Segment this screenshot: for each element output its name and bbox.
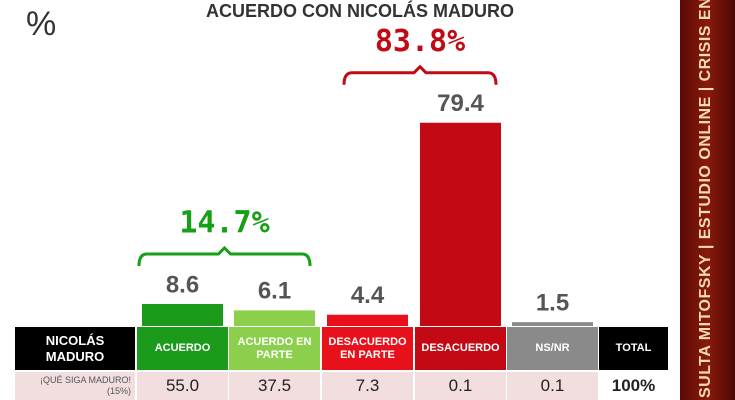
bar xyxy=(327,314,408,326)
category-header: DESACUERDO EN PARTE xyxy=(322,327,413,370)
value-label: 1.5 xyxy=(536,290,569,317)
category-header: ACUERDO EN PARTE xyxy=(229,327,320,370)
bar xyxy=(420,122,501,327)
category-header: ACUERDO xyxy=(137,327,228,370)
group-label: 14.7% xyxy=(179,205,269,240)
side-banner: SULTA MITOFSKY | ESTUDIO ONLINE | CRISIS… xyxy=(680,0,735,400)
bar xyxy=(142,303,223,326)
chart-title: ACUERDO CON NICOLÁS MADURO xyxy=(206,0,514,21)
row-sublabel: (15%) xyxy=(106,386,131,396)
total-header: TOTAL xyxy=(599,327,668,370)
row-header: NICOLÁS MADURO xyxy=(15,327,135,370)
table-cell: 0.1 xyxy=(507,372,598,400)
bar xyxy=(234,310,315,326)
table-cell: 0.1 xyxy=(415,372,506,400)
unit-label: % xyxy=(26,5,56,43)
value-label: 4.4 xyxy=(351,282,385,309)
value-label: 8.6 xyxy=(166,271,199,298)
bar xyxy=(512,322,593,326)
table-cell: 37.5 xyxy=(229,372,320,400)
banner-text: SULTA MITOFSKY | ESTUDIO ONLINE | CRISIS… xyxy=(697,0,714,398)
table-cell: 7.3 xyxy=(322,372,413,400)
category-header: NS/NR xyxy=(507,327,598,370)
category-header: DESACUERDO xyxy=(415,327,506,370)
table-cell: 55.0 xyxy=(137,372,228,400)
value-label: 6.1 xyxy=(258,278,291,305)
group-bracket xyxy=(342,64,498,85)
group-label: 83.8% xyxy=(375,24,465,59)
group-bracket xyxy=(137,245,312,267)
table-cell: 100% xyxy=(599,372,668,400)
value-label: 79.4 xyxy=(437,90,484,117)
row-label: ¡QUÉ SIGA MADURO! (15%) xyxy=(15,372,135,400)
row-label-text: ¡QUÉ SIGA MADURO! xyxy=(39,375,131,385)
